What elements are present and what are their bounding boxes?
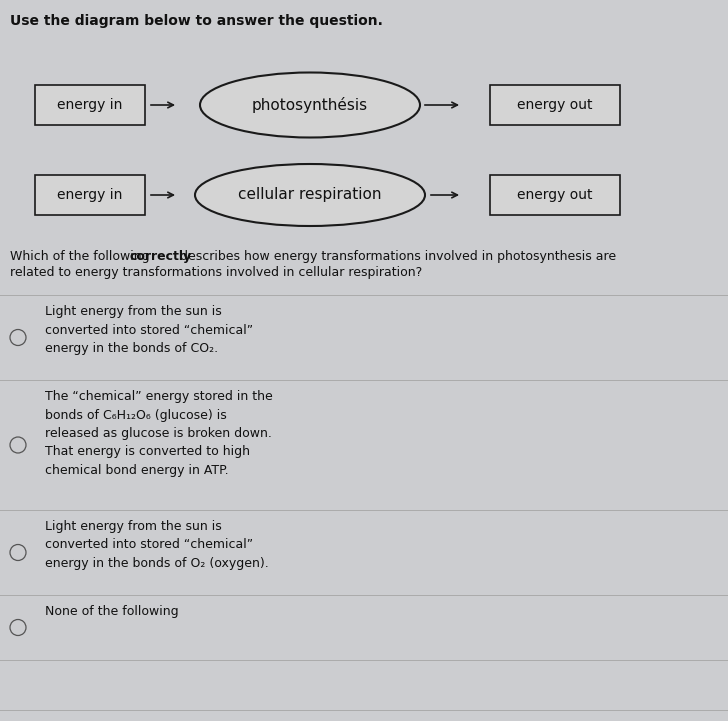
Text: Which of the following: Which of the following — [10, 250, 154, 263]
Ellipse shape — [195, 164, 425, 226]
Text: energy in: energy in — [58, 188, 123, 202]
FancyBboxPatch shape — [35, 85, 145, 125]
FancyBboxPatch shape — [490, 175, 620, 215]
Text: photosynthésis: photosynthésis — [252, 97, 368, 113]
Text: Use the diagram below to answer the question.: Use the diagram below to answer the ques… — [10, 14, 383, 28]
Text: None of the following: None of the following — [45, 605, 178, 618]
Text: energy out: energy out — [518, 98, 593, 112]
Ellipse shape — [200, 73, 420, 138]
Text: correctly: correctly — [130, 250, 191, 263]
Text: related to energy transformations involved in cellular respiration?: related to energy transformations involv… — [10, 266, 422, 279]
Text: cellular respiration: cellular respiration — [238, 187, 381, 203]
Text: energy in: energy in — [58, 98, 123, 112]
Text: describes how energy transformations involved in photosynthesis are: describes how energy transformations inv… — [176, 250, 617, 263]
Text: Light energy from the sun is
converted into stored “chemical”
energy in the bond: Light energy from the sun is converted i… — [45, 305, 253, 355]
FancyBboxPatch shape — [35, 175, 145, 215]
Text: energy out: energy out — [518, 188, 593, 202]
FancyBboxPatch shape — [490, 85, 620, 125]
Text: Light energy from the sun is
converted into stored “chemical”
energy in the bond: Light energy from the sun is converted i… — [45, 520, 269, 570]
Text: The “chemical” energy stored in the
bonds of C₆H₁₂O₆ (glucose) is
released as gl: The “chemical” energy stored in the bond… — [45, 390, 273, 477]
